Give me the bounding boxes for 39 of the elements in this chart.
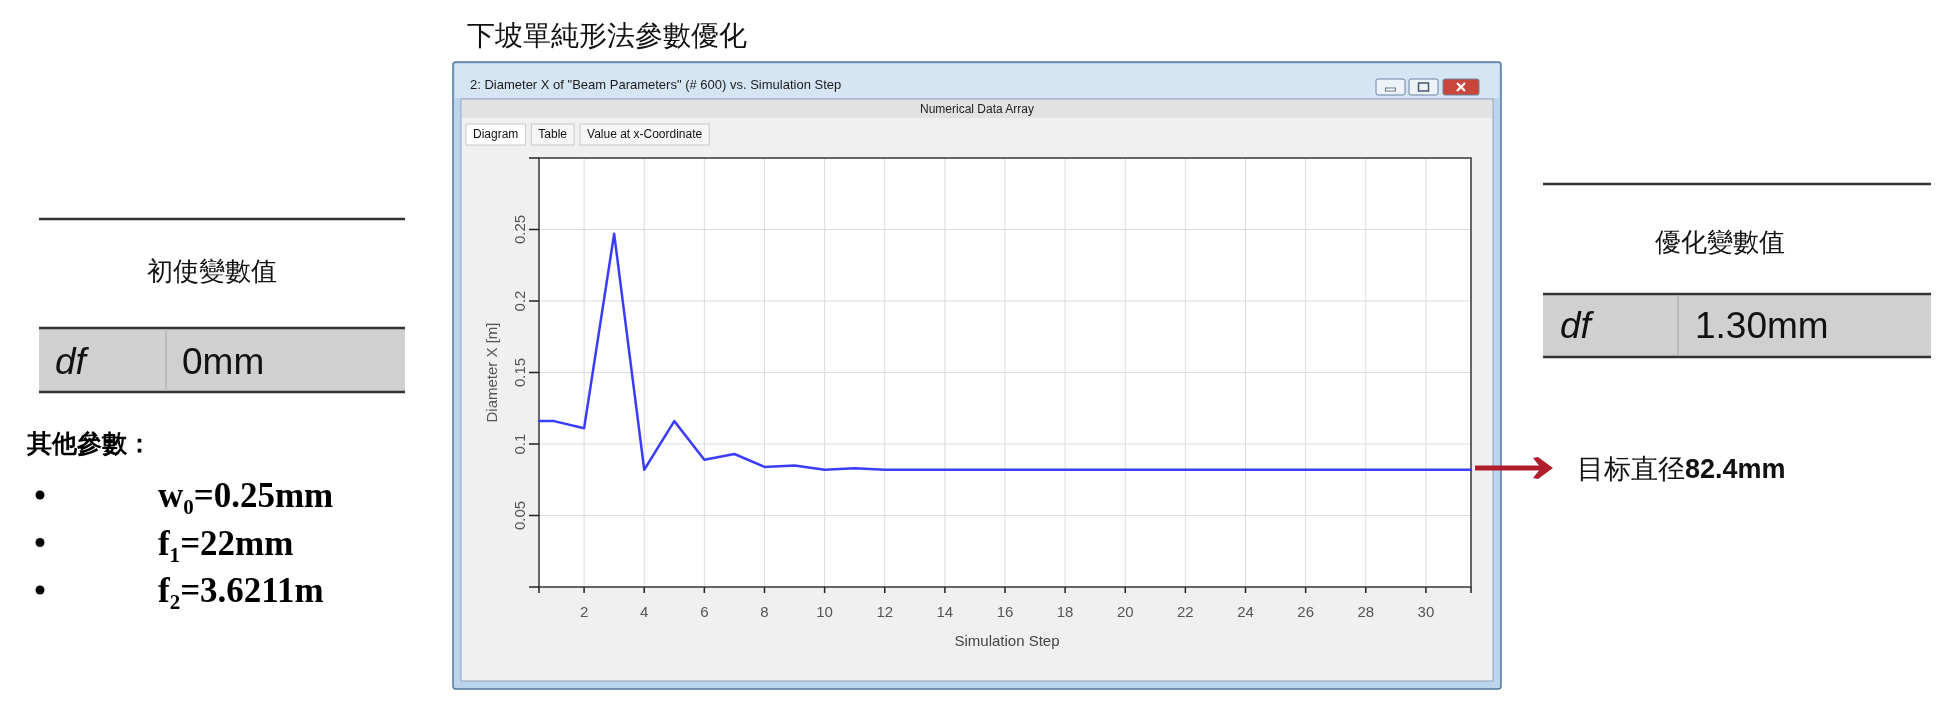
x-tick-label: 6 [700,603,709,620]
y-tick-label: 0.15 [511,357,528,388]
x-tick-label: 28 [1357,603,1375,620]
x-tick-label: 14 [936,603,954,620]
text: df [1560,305,1595,346]
text: 初使變數值 [147,256,277,286]
text: Table [538,127,568,141]
text: Diagram [473,127,519,141]
text: 1.30mm [1695,305,1829,346]
text: Numerical Data Array [919,102,1035,116]
text: 目标直径82.4mm [1577,454,1786,484]
x-tick-label: 30 [1417,603,1435,620]
x-tick-label: 10 [816,603,833,620]
text: w₀=0.25mm [158,476,334,515]
text: 優化變數值 [1655,227,1785,257]
x-tick-label: 2 [579,603,589,620]
y-tick-label: 0.05 [511,500,528,531]
x-tick-label: 24 [1237,603,1254,620]
x-axis-title: Simulation Step [954,632,1060,649]
x-tick-label: 8 [760,603,769,620]
text: f₁=22mm [158,523,294,563]
x-tick-label: 26 [1297,603,1314,620]
text: f₂=3.6211m [158,571,324,610]
text: 0mm [182,341,265,382]
x-tick-label: 18 [1056,603,1074,620]
chart-title: 下坡單純形法參數優化 [467,20,747,51]
x-tick-label: 22 [1177,603,1194,620]
text: df [55,341,90,382]
x-tick-label: 16 [996,603,1014,620]
y-tick-label: 0.1 [511,433,528,455]
chart-subtitle: 2: Diameter X of "Beam Parameters" (# 600) vs. Simulation Step [470,77,842,92]
text: Value at x-Coordinate [587,127,703,141]
y-axis-title: Diameter X [m] [483,322,500,423]
x-tick-label: 4 [640,603,649,620]
x-tick-label: 20 [1116,603,1134,620]
y-tick-label: 0.25 [511,214,528,245]
y-tick-label: 0.2 [511,290,528,312]
text: 其他參數： [26,429,152,457]
x-tick-label: 12 [876,603,894,620]
